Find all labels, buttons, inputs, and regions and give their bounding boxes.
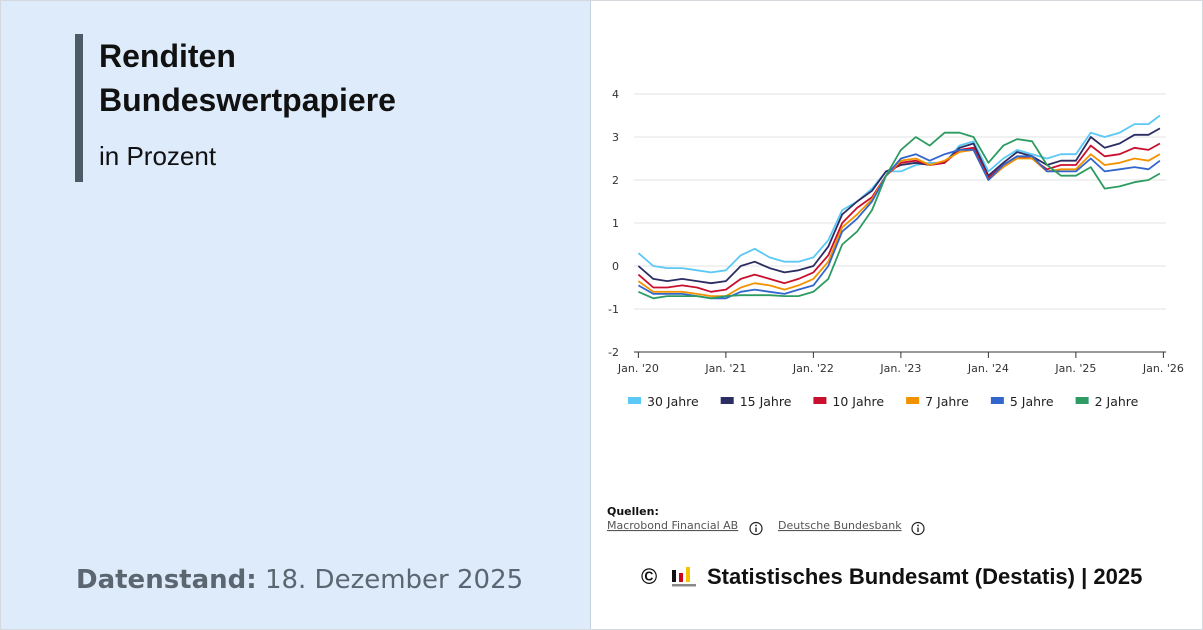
legend-label: 5 Jahre [1010, 394, 1054, 409]
y-tick-label: 3 [612, 131, 619, 144]
series-line [637, 142, 1161, 293]
series-line [637, 114, 1161, 274]
legend-swatch [813, 397, 827, 404]
chart-title: Renditen Bundeswertpapiere [99, 38, 396, 118]
status-date: 18. Dezember 2025 [264, 565, 524, 595]
copyright-text: Statistisches Bundesamt (Destatis) | 202… [707, 564, 1142, 589]
y-tick-label: -1 [608, 303, 619, 316]
source-link[interactable]: Deutsche Bundesbank [778, 519, 902, 532]
y-tick-label: 4 [612, 88, 619, 101]
y-tick-label: 0 [612, 260, 619, 273]
chart: Quellen: Macrobond Financial AB Deutsche… [607, 88, 1184, 589]
source-link[interactable]: Macrobond Financial AB [607, 519, 738, 532]
legend-swatch [1075, 397, 1089, 404]
series-line [637, 127, 1161, 285]
x-tick-label: Jan. '22 [792, 362, 834, 375]
info-icon[interactable] [749, 521, 763, 536]
x-tick-label: Jan. '25 [1054, 362, 1096, 375]
legend-swatch [628, 397, 641, 404]
legend-label: 30 Jahre [647, 394, 699, 409]
y-tick-label: 1 [612, 217, 619, 230]
x-tick-label: Jan. '21 [704, 362, 746, 375]
x-tick-label: Jan. '26 [1142, 362, 1184, 375]
accent-bar [75, 34, 83, 182]
info-icon[interactable] [911, 521, 925, 536]
legend-label: 2 Jahre [1095, 394, 1139, 409]
status-label: Datenstand: [76, 565, 257, 595]
legend-label: 10 Jahre [832, 394, 884, 409]
x-tick-label: Jan. '24 [967, 362, 1009, 375]
legend-swatch [906, 397, 920, 404]
sources-label: Quellen: [607, 505, 659, 518]
copyright-symbol: © [641, 564, 657, 589]
x-tick-label: Jan. '23 [879, 362, 921, 375]
series-line [637, 149, 1161, 300]
y-tick-label: 2 [612, 174, 619, 187]
data-status: Datenstand: 18. Dezember 2025 [76, 565, 523, 595]
series-line [638, 131, 1161, 300]
x-tick-label: Jan. '20 [617, 362, 659, 375]
chart-subtitle: in Prozent [99, 141, 217, 171]
y-tick-label: -2 [608, 346, 619, 359]
legend-swatch [990, 397, 1004, 404]
destatis-logo [672, 567, 696, 587]
legend-swatch [720, 397, 734, 404]
legend-label: 15 Jahre [740, 394, 792, 409]
legend-label: 7 Jahre [925, 394, 969, 409]
info-panel: Renditen Bundeswertpapiere in Prozent Da… [1, 1, 591, 629]
